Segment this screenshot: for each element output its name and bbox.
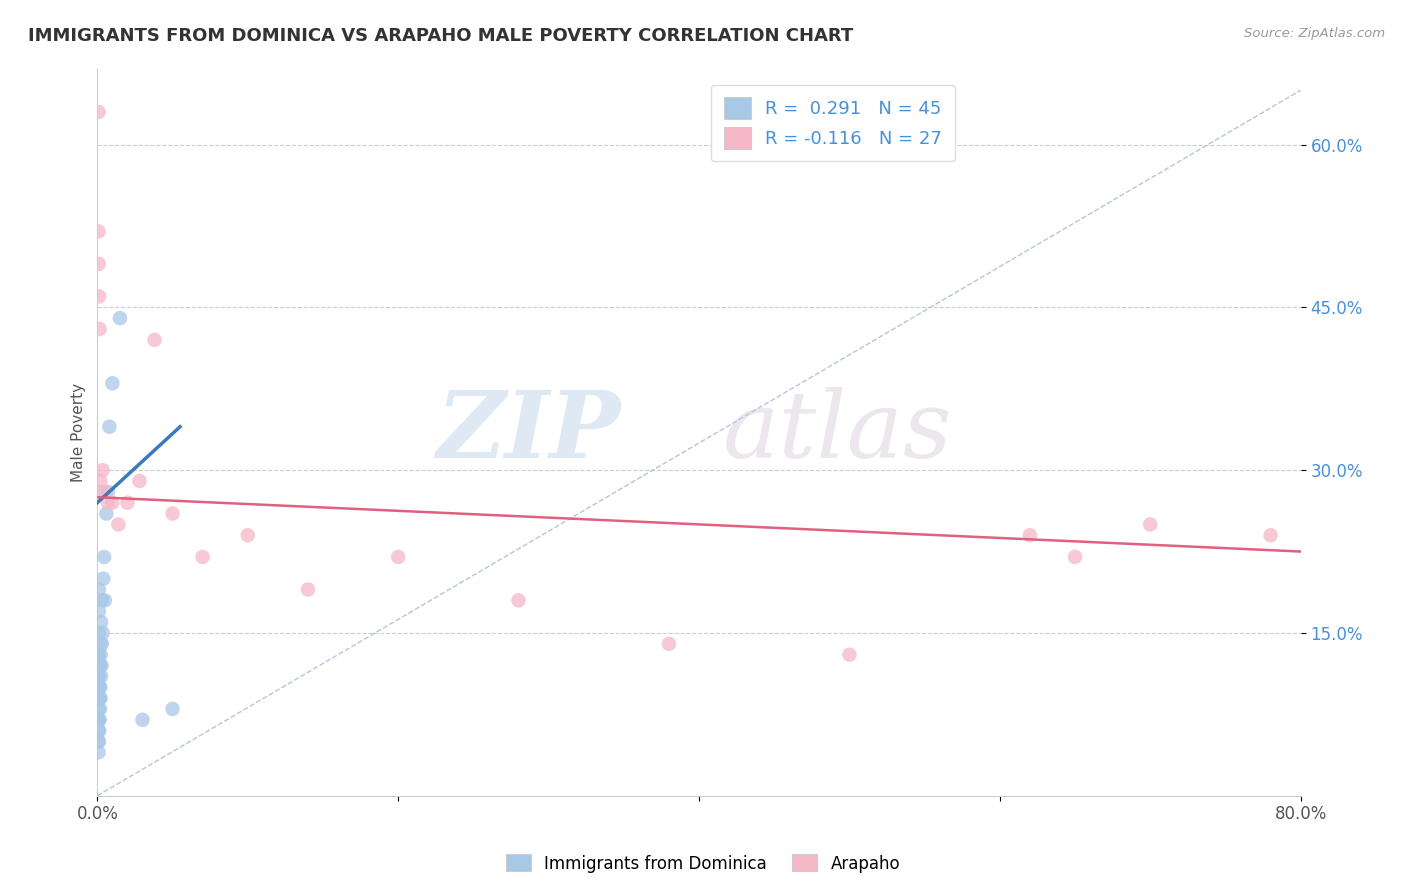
Point [89,702,111,716]
Point [1064,549,1087,564]
Point [94,593,117,607]
Legend: Immigrants from Dominica, Arapaho: Immigrants from Dominica, Arapaho [499,847,907,880]
Point [89,658,111,673]
Point [87,734,110,748]
Point [91,626,114,640]
Point [87,680,110,694]
Point [128,474,150,488]
Point [94,484,117,499]
Point [297,582,319,597]
Point [91,463,114,477]
Point [87,713,110,727]
Point [87,604,110,618]
Legend: R =  0.291   N = 45, R = -0.116   N = 27: R = 0.291 N = 45, R = -0.116 N = 27 [711,85,955,161]
Point [90,658,112,673]
Point [90,691,112,706]
Point [1139,517,1161,532]
Point [89,691,111,706]
Point [96,507,118,521]
Text: ZIP: ZIP [436,387,621,477]
Point [87,723,110,738]
Text: Source: ZipAtlas.com: Source: ZipAtlas.com [1244,27,1385,40]
Point [1019,528,1042,542]
Point [87,702,110,716]
Point [89,723,111,738]
Point [87,745,110,759]
Point [387,549,409,564]
Point [838,648,860,662]
Point [87,582,110,597]
Point [87,669,110,683]
Point [89,637,111,651]
Point [87,648,110,662]
Point [162,507,184,521]
Point [87,713,110,727]
Text: IMMIGRANTS FROM DOMINICA VS ARAPAHO MALE POVERTY CORRELATION CHART: IMMIGRANTS FROM DOMINICA VS ARAPAHO MALE… [28,27,853,45]
Point [131,713,153,727]
Point [90,484,112,499]
Point [90,637,112,651]
Point [191,549,214,564]
Point [97,496,120,510]
Point [658,637,681,651]
Point [90,669,112,683]
Point [98,419,121,434]
Point [101,496,124,510]
Point [90,648,112,662]
Y-axis label: Male Poverty: Male Poverty [72,383,86,482]
Text: atlas: atlas [723,387,953,477]
Point [143,333,166,347]
Point [108,311,131,326]
Point [87,669,110,683]
Point [89,658,111,673]
Point [90,593,112,607]
Point [89,680,111,694]
Point [93,572,115,586]
Point [508,593,530,607]
Point [87,691,110,706]
Point [89,474,111,488]
Point [89,713,111,727]
Point [87,626,110,640]
Point [1260,528,1282,542]
Point [236,528,259,542]
Point [117,496,139,510]
Point [89,680,111,694]
Point [87,257,110,271]
Point [87,658,110,673]
Point [90,615,112,629]
Point [89,289,111,303]
Point [101,376,124,391]
Point [162,702,184,716]
Point [87,734,110,748]
Point [97,484,120,499]
Point [93,549,115,564]
Point [87,691,110,706]
Point [87,224,110,238]
Point [89,322,111,336]
Point [107,517,129,532]
Point [87,648,110,662]
Point [87,104,110,119]
